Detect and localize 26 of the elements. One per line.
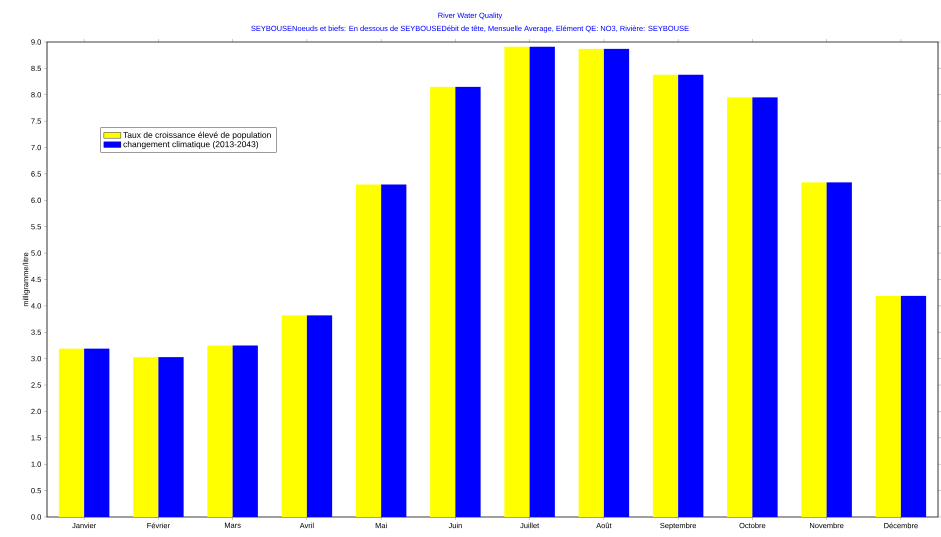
bar xyxy=(232,345,258,517)
bar xyxy=(530,46,555,517)
bar xyxy=(282,315,307,517)
bar xyxy=(356,184,382,517)
legend-label: Taux de croissance élevé de population xyxy=(123,132,271,140)
bar xyxy=(158,357,184,517)
bar xyxy=(58,348,84,517)
bar xyxy=(133,357,158,517)
bar xyxy=(504,46,530,517)
bar xyxy=(678,74,704,517)
bar xyxy=(578,48,604,517)
bar xyxy=(801,182,827,517)
bar xyxy=(826,182,852,517)
bar xyxy=(727,97,752,517)
bar xyxy=(207,345,233,517)
bar xyxy=(306,315,332,517)
bar xyxy=(381,184,406,517)
legend-label: changement climatique (2013-2043) xyxy=(123,141,258,149)
bar xyxy=(430,86,456,517)
bar xyxy=(752,97,778,517)
bar xyxy=(84,348,110,517)
bar xyxy=(604,48,630,517)
bar xyxy=(876,296,901,517)
bar xyxy=(652,74,678,517)
bar xyxy=(900,296,926,517)
bar xyxy=(455,86,481,517)
